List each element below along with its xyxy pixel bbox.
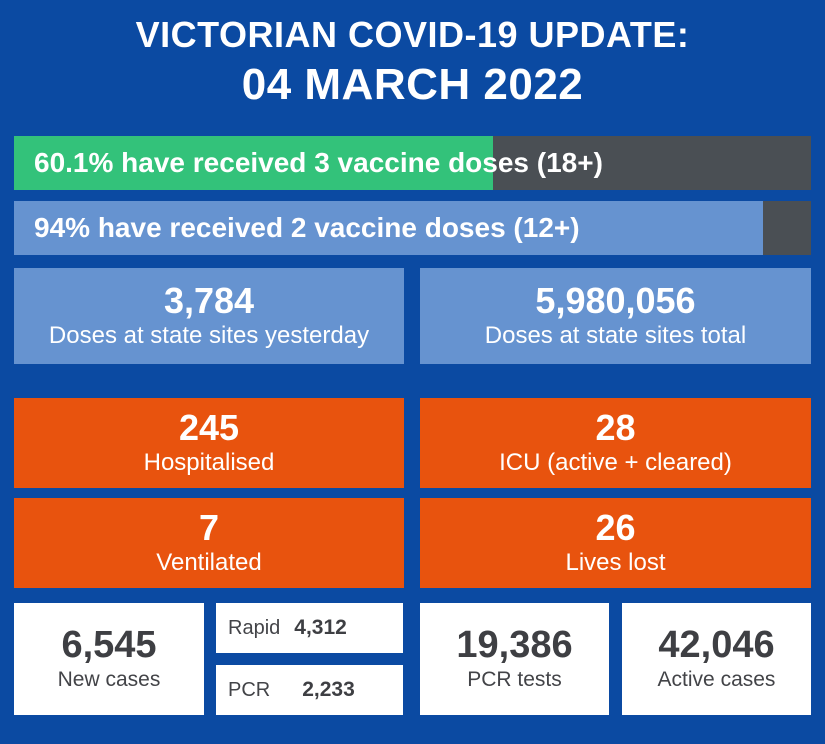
lives-lost-panel: 26 Lives lost bbox=[420, 498, 811, 588]
title-date: 04 MARCH 2022 bbox=[241, 60, 584, 109]
doses-yesterday-value: 3,784 bbox=[163, 280, 255, 322]
doses-yesterday-label: Doses at state sites yesterday bbox=[48, 321, 370, 349]
rapid-label: Rapid bbox=[228, 616, 281, 639]
doses-yesterday-panel: 3,784 Doses at state sites yesterday bbox=[14, 268, 404, 364]
three-dose-label: 60.1% have received 3 vaccine doses (18+… bbox=[34, 147, 603, 178]
three-dose-progress-fill bbox=[14, 136, 493, 190]
new-cases-panel: 6,545 New cases bbox=[14, 603, 204, 715]
icu-value: 28 bbox=[595, 407, 636, 449]
new-cases-value: 6,545 bbox=[61, 623, 157, 666]
active-cases-value: 42,046 bbox=[658, 623, 775, 666]
three-dose-progress-bar: 60.1% have received 3 vaccine doses (18+… bbox=[14, 136, 811, 190]
hospitalised-value: 245 bbox=[178, 407, 240, 449]
doses-total-value: 5,980,056 bbox=[535, 280, 696, 322]
two-dose-progress-bar: 94% have received 2 vaccine doses (12+) bbox=[14, 201, 811, 255]
ventilated-panel: 7 Ventilated bbox=[14, 498, 404, 588]
icu-panel: 28 ICU (active + cleared) bbox=[420, 398, 811, 488]
hospitalised-label: Hospitalised bbox=[143, 448, 275, 476]
pcr-panel: PCR 2,233 bbox=[216, 665, 403, 715]
pcr-value: 2,233 bbox=[302, 678, 355, 701]
doses-total-panel: 5,980,056 Doses at state sites total bbox=[420, 268, 811, 364]
pcr-tests-panel: 19,386 PCR tests bbox=[420, 603, 609, 715]
active-cases-panel: 42,046 Active cases bbox=[622, 603, 811, 715]
ventilated-value: 7 bbox=[198, 507, 220, 549]
ventilated-label: Ventilated bbox=[156, 548, 262, 576]
new-cases-label: New cases bbox=[57, 667, 161, 691]
two-dose-progress-fill bbox=[14, 201, 764, 255]
pcr-label: PCR bbox=[228, 678, 271, 701]
pcr-tests-value: 19,386 bbox=[456, 623, 573, 666]
pcr-tests-label: PCR tests bbox=[467, 667, 562, 691]
rapid-tests-panel: Rapid 4,312 bbox=[216, 603, 403, 653]
lives-lost-value: 26 bbox=[595, 507, 636, 549]
doses-total-label: Doses at state sites total bbox=[484, 321, 747, 349]
hospitalised-panel: 245 Hospitalised bbox=[14, 398, 404, 488]
lives-lost-label: Lives lost bbox=[565, 548, 666, 576]
title-line-1: VICTORIAN COVID-19 UPDATE: bbox=[135, 14, 690, 55]
active-cases-label: Active cases bbox=[657, 667, 776, 691]
icu-label: ICU (active + cleared) bbox=[499, 448, 732, 476]
two-dose-label: 94% have received 2 vaccine doses (12+) bbox=[34, 212, 580, 243]
rapid-value: 4,312 bbox=[294, 616, 347, 639]
